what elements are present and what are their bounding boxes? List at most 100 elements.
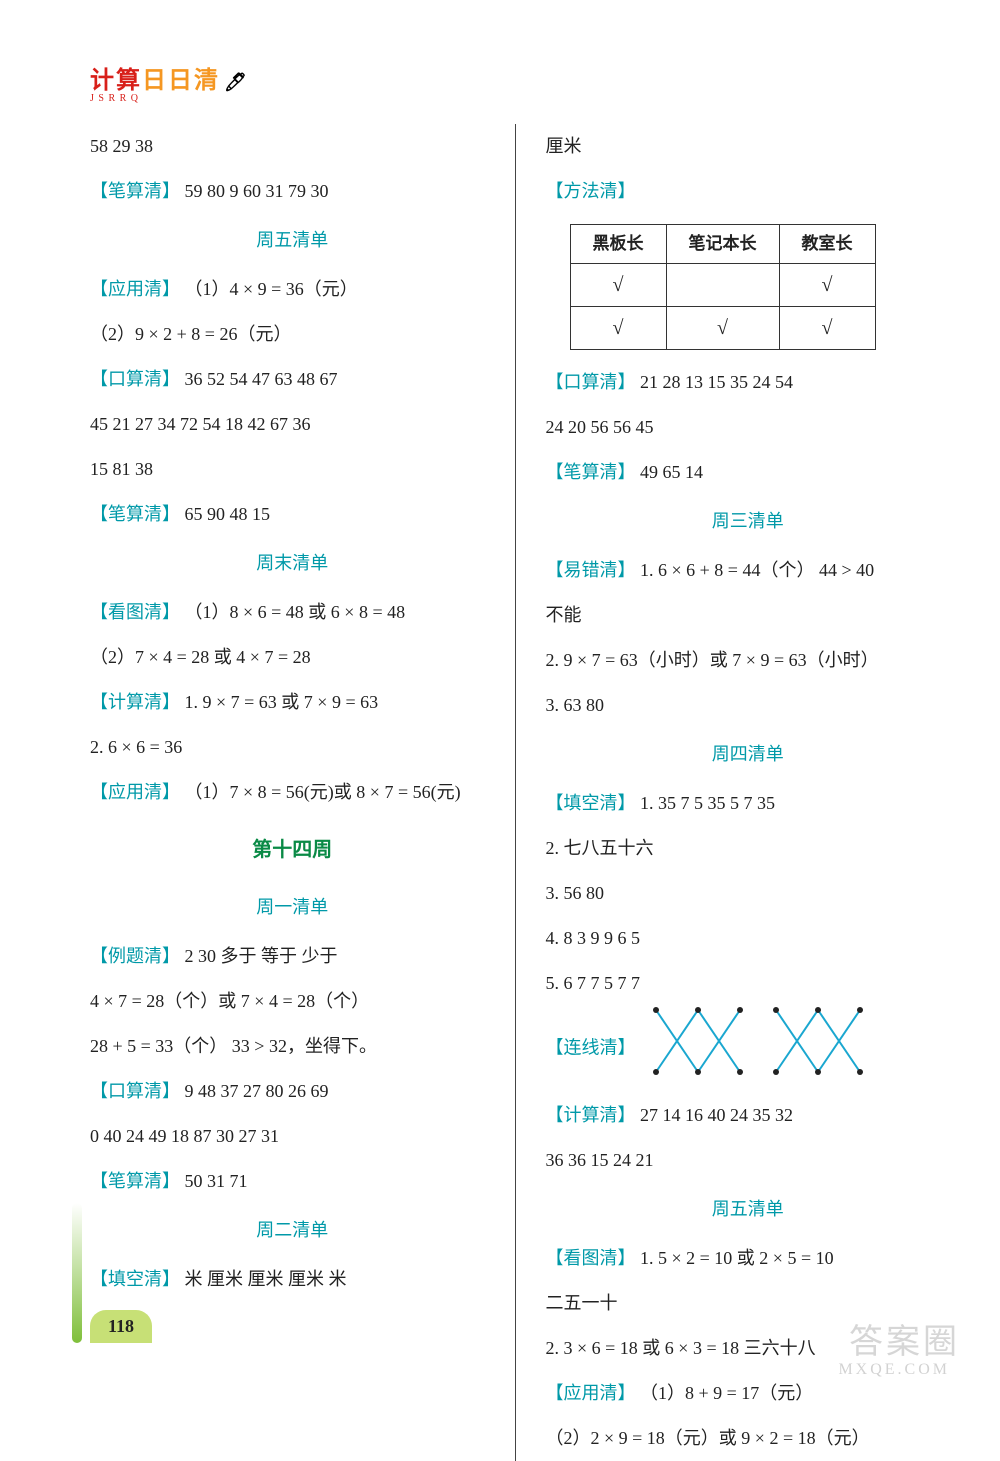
text-line: 【看图清】 （1）8 × 6 = 48 或 6 × 8 = 48 <box>90 590 495 635</box>
text-line: 【易错清】 1. 6 × 6 + 8 = 44（个） 44 > 40 <box>546 548 951 593</box>
method-table: 黑板长 笔记本长 教室长 √ √ √ √ √ <box>570 224 876 350</box>
text-line: 【计算清】 1. 9 × 7 = 63 或 7 × 9 = 63 <box>90 680 495 725</box>
table-row: √ √ <box>570 263 875 306</box>
section-label: 【笔算清】 <box>90 504 180 524</box>
text-line: 4. 8 3 9 9 6 5 <box>546 916 951 961</box>
text: 2 30 多于 等于 少于 <box>185 946 338 966</box>
day-title: 周末清单 <box>90 541 495 586</box>
text: 1. 35 7 5 35 5 7 35 <box>640 793 775 813</box>
text-line: 36 36 15 24 21 <box>546 1138 951 1183</box>
section-label: 【口算清】 <box>90 1081 180 1101</box>
text-line: 【笔算清】 49 65 14 <box>546 450 951 495</box>
text: 49 65 14 <box>640 462 703 482</box>
table-header: 黑板长 <box>570 225 666 264</box>
text: 59 80 9 60 31 79 30 <box>185 181 329 201</box>
text: （1）7 × 8 = 56(元)或 8 × 7 = 56(元) <box>185 782 461 802</box>
text: 21 28 13 15 35 24 54 <box>640 372 793 392</box>
text-line: 【应用清】 （1）7 × 8 = 56(元)或 8 × 7 = 56(元) <box>90 770 495 815</box>
section-label: 【口算清】 <box>90 369 180 389</box>
text-line: 不能 <box>546 593 951 638</box>
text-line: 【连线清】 <box>546 1006 951 1093</box>
section-label: 【计算清】 <box>90 692 180 712</box>
text-line: 15 81 38 <box>90 447 495 492</box>
section-label: 【例题清】 <box>90 946 180 966</box>
text: 米 厘米 厘米 厘米 米 <box>185 1269 347 1289</box>
section-label: 【方法清】 <box>546 181 636 201</box>
section-label: 【看图清】 <box>90 602 180 622</box>
text: （1）4 × 9 = 36（元） <box>185 279 358 299</box>
text-line: 2. 七八五十六 <box>546 826 951 871</box>
text-line: （2）7 × 4 = 28 或 4 × 7 = 28 <box>90 635 495 680</box>
text: 1. 9 × 7 = 63 或 7 × 9 = 63 <box>185 692 379 712</box>
text-line: 0 40 24 49 18 87 30 27 31 <box>90 1114 495 1159</box>
text: 27 14 16 40 24 35 32 <box>640 1105 793 1125</box>
watermark: 答案圈 <box>849 1314 960 1363</box>
text-line: 【方法清】 <box>546 169 951 214</box>
text-line: 【口算清】 36 52 54 47 63 48 67 <box>90 357 495 402</box>
text-line: 【例题清】 2 30 多于 等于 少于 <box>90 934 495 979</box>
connection-diagram <box>648 1006 868 1093</box>
table-header: 笔记本长 <box>666 225 779 264</box>
text-line: 24 20 56 56 45 <box>546 405 951 450</box>
text-line: 【填空清】 1. 35 7 5 35 5 7 35 <box>546 781 951 826</box>
content-columns: 58 29 38 【笔算清】 59 80 9 60 31 79 30 周五清单 … <box>90 124 950 1461</box>
table-cell <box>666 263 779 306</box>
text-line: 28 + 5 = 33（个） 33 > 32，坐得下。 <box>90 1024 495 1069</box>
side-decoration <box>72 1203 82 1343</box>
section-label: 【计算清】 <box>546 1105 636 1125</box>
section-label: 【笔算清】 <box>90 1171 180 1191</box>
section-label: 【连线清】 <box>546 1037 636 1057</box>
text: 36 52 54 47 63 48 67 <box>185 369 338 389</box>
section-label: 【看图清】 <box>546 1248 636 1268</box>
table-cell: √ <box>570 306 666 349</box>
section-label: 【易错清】 <box>546 560 636 580</box>
header-title: 计算日日清🖊 <box>90 60 249 95</box>
section-label: 【应用清】 <box>90 782 180 802</box>
table-cell: √ <box>666 306 779 349</box>
watermark-url: MXQE.COM <box>838 1361 950 1379</box>
text: 9 48 37 27 80 26 69 <box>185 1081 329 1101</box>
text-line: 5. 6 7 7 5 7 7 <box>546 961 951 1006</box>
text: 65 90 48 15 <box>185 504 271 524</box>
text: 50 31 71 <box>185 1171 248 1191</box>
connection-svg-icon <box>648 1006 868 1076</box>
text-line: 【应用清】 （1）4 × 9 = 36（元） <box>90 267 495 312</box>
table-cell: √ <box>779 263 875 306</box>
section-label: 【口算清】 <box>546 372 636 392</box>
title-orange: 日日清 <box>142 67 220 94</box>
text-line: 【填空清】 米 厘米 厘米 厘米 米 <box>90 1257 495 1302</box>
text-line: 4 × 7 = 28（个）或 7 × 4 = 28（个） <box>90 979 495 1024</box>
section-label: 【填空清】 <box>546 793 636 813</box>
table-header-row: 黑板长 笔记本长 教室长 <box>570 225 875 264</box>
section-label: 【笔算清】 <box>546 462 636 482</box>
text-line: 【计算清】 27 14 16 40 24 35 32 <box>546 1093 951 1138</box>
text: 1. 6 × 6 + 8 = 44（个） 44 > 40 <box>640 560 874 580</box>
section-label: 【笔算清】 <box>90 181 180 201</box>
text-line: 2. 9 × 7 = 63（小时）或 7 × 9 = 63（小时） <box>546 638 951 683</box>
text: 1. 5 × 2 = 10 或 2 × 5 = 10 <box>640 1248 834 1268</box>
text-line: （2）2 × 9 = 18（元）或 9 × 2 = 18（元） <box>546 1416 951 1461</box>
section-label: 【填空清】 <box>90 1269 180 1289</box>
text-line: 58 29 38 <box>90 124 495 169</box>
day-title: 周三清单 <box>546 499 951 544</box>
text-line: （2）9 × 2 + 8 = 26（元） <box>90 312 495 357</box>
text-line: 45 21 27 34 72 54 18 42 67 36 <box>90 402 495 447</box>
right-column: 厘米 【方法清】 黑板长 笔记本长 教室长 √ √ √ √ √ 【口算清】 21… <box>546 124 951 1461</box>
page-number: 118 <box>90 1310 152 1343</box>
text-line: 【口算清】 9 48 37 27 80 26 69 <box>90 1069 495 1114</box>
text-line: 【笔算清】 59 80 9 60 31 79 30 <box>90 169 495 214</box>
day-title: 周一清单 <box>90 885 495 930</box>
week-title: 第十四周 <box>90 825 495 875</box>
day-title: 周四清单 <box>546 732 951 777</box>
title-red: 计算 <box>90 68 142 94</box>
text-line: 2. 6 × 6 = 36 <box>90 725 495 770</box>
page-header: 计算日日清🖊 J S R R Q <box>90 60 950 104</box>
text-line: 【看图清】 1. 5 × 2 = 10 或 2 × 5 = 10 <box>546 1236 951 1281</box>
text-line: 【笔算清】 50 31 71 <box>90 1159 495 1204</box>
text-line: 3. 63 80 <box>546 683 951 728</box>
text: （1）8 × 6 = 48 或 6 × 8 = 48 <box>185 602 406 622</box>
day-title: 周五清单 <box>90 218 495 263</box>
table-cell: √ <box>779 306 875 349</box>
text-line: 厘米 <box>546 124 951 169</box>
pen-icon: 🖊 <box>224 72 249 93</box>
